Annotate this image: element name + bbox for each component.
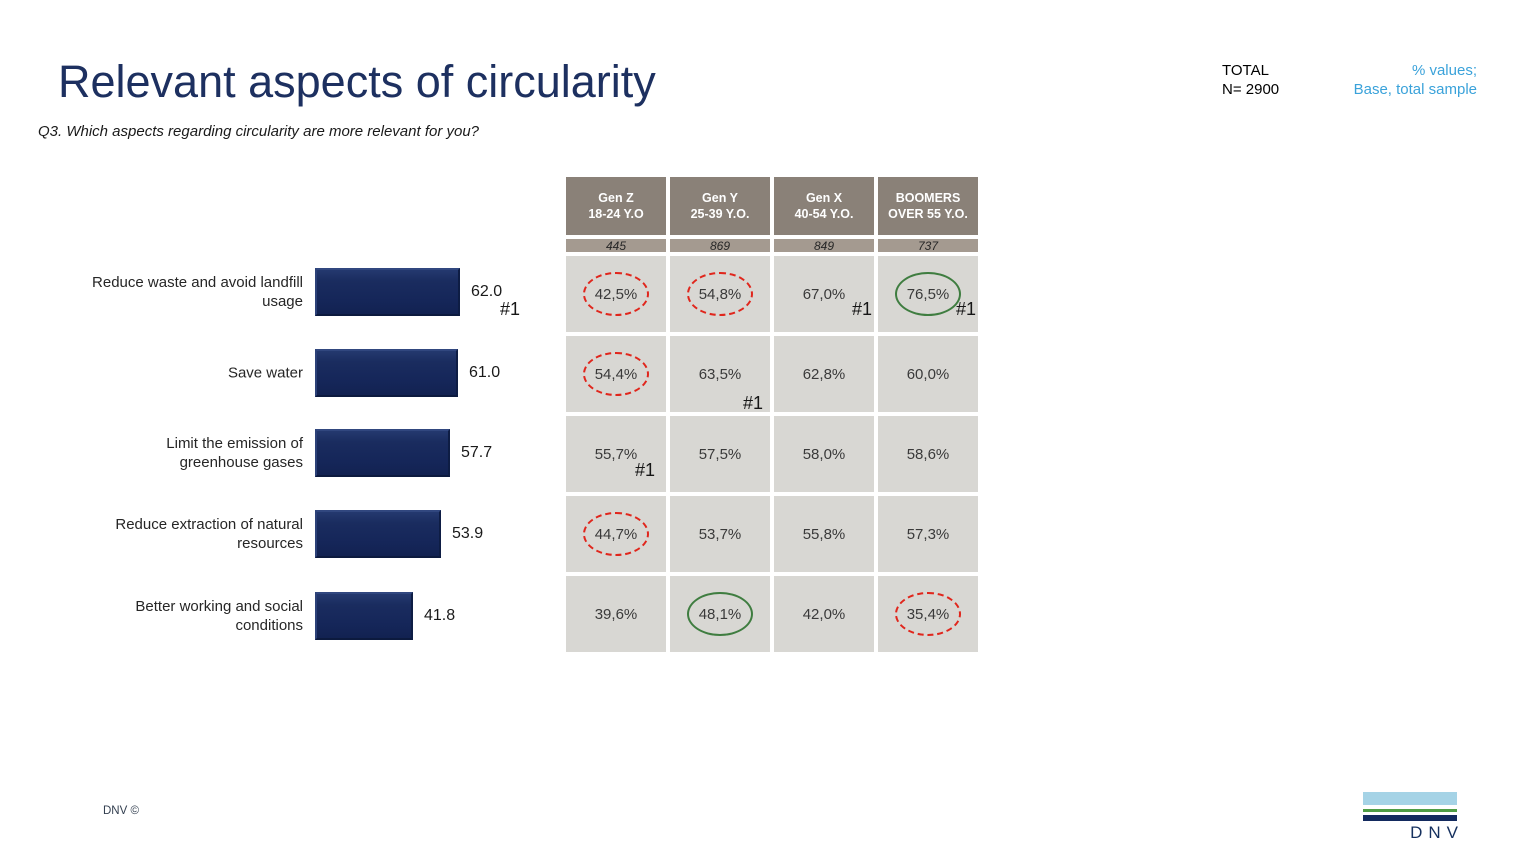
table-cell: 55,7% #1 [566, 416, 666, 492]
table-header-cell: Gen Z 18-24 Y.O [566, 177, 666, 235]
bar-row: Reduce extraction of natural resources 53… [0, 510, 1525, 558]
table-cell-value: 54,4% [594, 365, 638, 383]
table-cell-value: 67,0% [802, 285, 846, 303]
table-cell-value: 62,8% [802, 365, 846, 383]
dnv-logo: DNV [1363, 792, 1458, 843]
table-cell-value: 44,7% [594, 525, 638, 543]
table-cell-value: 35,4% [906, 605, 950, 623]
table-cell-value: 54,8% [698, 285, 742, 303]
table-cell: 76,5% #1 [878, 256, 978, 332]
bar [315, 268, 460, 316]
bar-category-label: Reduce extraction of natural resources [115, 516, 303, 552]
table-header-cell: BOOMERS OVER 55 Y.O. [878, 177, 978, 235]
table-cell: 42,5% [566, 256, 666, 332]
bar-value-label: 41.8 [424, 607, 456, 624]
table-cell: 60,0% [878, 336, 978, 412]
table-cell-value: 53,7% [698, 525, 742, 543]
table-cell: 53,7% [670, 496, 770, 572]
table-cell-value: 57,5% [698, 445, 742, 463]
logo-wordmark: DNV [1410, 823, 1464, 842]
table-cell: 57,5% [670, 416, 770, 492]
bar [315, 592, 413, 640]
table-cell: 55,8% [774, 496, 874, 572]
table-header-cell: Gen Y 25-39 Y.O. [670, 177, 770, 235]
bar-row: Reduce waste and avoid landfill usage 62.… [0, 268, 1525, 319]
table-cell-value: 60,0% [906, 365, 950, 383]
table-cell: 63,5% #1 [670, 336, 770, 413]
table-cell: 42,0% [774, 576, 874, 652]
table-cell-value: 58,0% [802, 445, 846, 463]
table-base-cell: 869 [670, 239, 770, 253]
table-cell-value: 42,0% [802, 605, 846, 623]
bar-value-label: 57.7 [461, 444, 493, 461]
table-cell: 67,0% #1 [774, 256, 874, 332]
table-cell: 54,8% [670, 256, 770, 332]
table-cell: 48,1% [670, 576, 770, 652]
rank-badge: #1 [851, 299, 872, 319]
rank-badge: #1 [742, 393, 763, 413]
table-cell: 35,4% [878, 576, 978, 652]
generations-table: Gen Z 18-24 Y.O Gen Y 25-39 Y.O. Gen X 40-… [566, 177, 978, 652]
table-cell-value: 55,7% [594, 445, 638, 463]
table-cell-value: 42,5% [594, 285, 638, 303]
bar-category-label: Reduce waste and avoid landfill usage [92, 274, 303, 310]
logo-green-bar [1363, 809, 1457, 812]
table-base-cell: 445 [566, 239, 666, 253]
table-cell-value: 76,5% [906, 285, 950, 303]
table-cell: 57,3% [878, 496, 978, 572]
table-cell-value: 48,1% [698, 605, 742, 623]
bar [315, 349, 458, 397]
table-base-cell: 849 [774, 239, 874, 253]
bar-row: Better working and social conditions 41.8 [0, 592, 1525, 640]
bar-value-label: 53.9 [452, 525, 484, 542]
bar-category-label: Limit the emission of greenhouse gases [166, 435, 303, 471]
table-cell: 58,6% [878, 416, 978, 492]
bar-category-label: Save water [227, 364, 303, 382]
logo-lightblue-bar [1363, 792, 1457, 805]
table-cell-value: 58,6% [906, 445, 950, 463]
total-sample-label: TOTAL N= 2900 [1222, 62, 1280, 98]
table-base-cell: 737 [878, 239, 978, 253]
table-cell: 58,0% [774, 416, 874, 492]
rank-badge: #1 [634, 460, 655, 480]
question-text: Q3. Which aspects regarding circularity … [38, 123, 480, 140]
table-cell: 44,7% [566, 496, 666, 572]
table-cell-value: 39,6% [594, 605, 638, 623]
table-cell-value: 57,3% [906, 525, 950, 543]
copyright-note: DNV © [103, 805, 139, 817]
bar-row: Save water 61.0 [0, 349, 1525, 397]
bar-value-label: 62.0 [471, 283, 503, 300]
bar [315, 510, 441, 558]
table-cell: 39,6% [566, 576, 666, 652]
table-cell: 62,8% [774, 336, 874, 412]
bar-value-label: 61.0 [469, 364, 501, 381]
bar [315, 429, 450, 477]
rank-badge: #1 [500, 299, 521, 319]
bar-row: Limit the emission of greenhouse gases 57… [0, 429, 1525, 477]
rank-badge: #1 [955, 299, 976, 319]
bar-category-label: Better working and social conditions [135, 598, 303, 634]
table-header-cell: Gen X 40-54 Y.O. [774, 177, 874, 235]
table-cell-value: 63,5% [698, 365, 742, 383]
table-cell-value: 55,8% [802, 525, 846, 543]
table-cell: 54,4% [566, 336, 666, 412]
logo-navy-bar [1363, 815, 1457, 821]
values-note-label: % values; Base, total sample [1353, 62, 1477, 98]
page-title: Relevant aspects of circularity [58, 56, 656, 107]
